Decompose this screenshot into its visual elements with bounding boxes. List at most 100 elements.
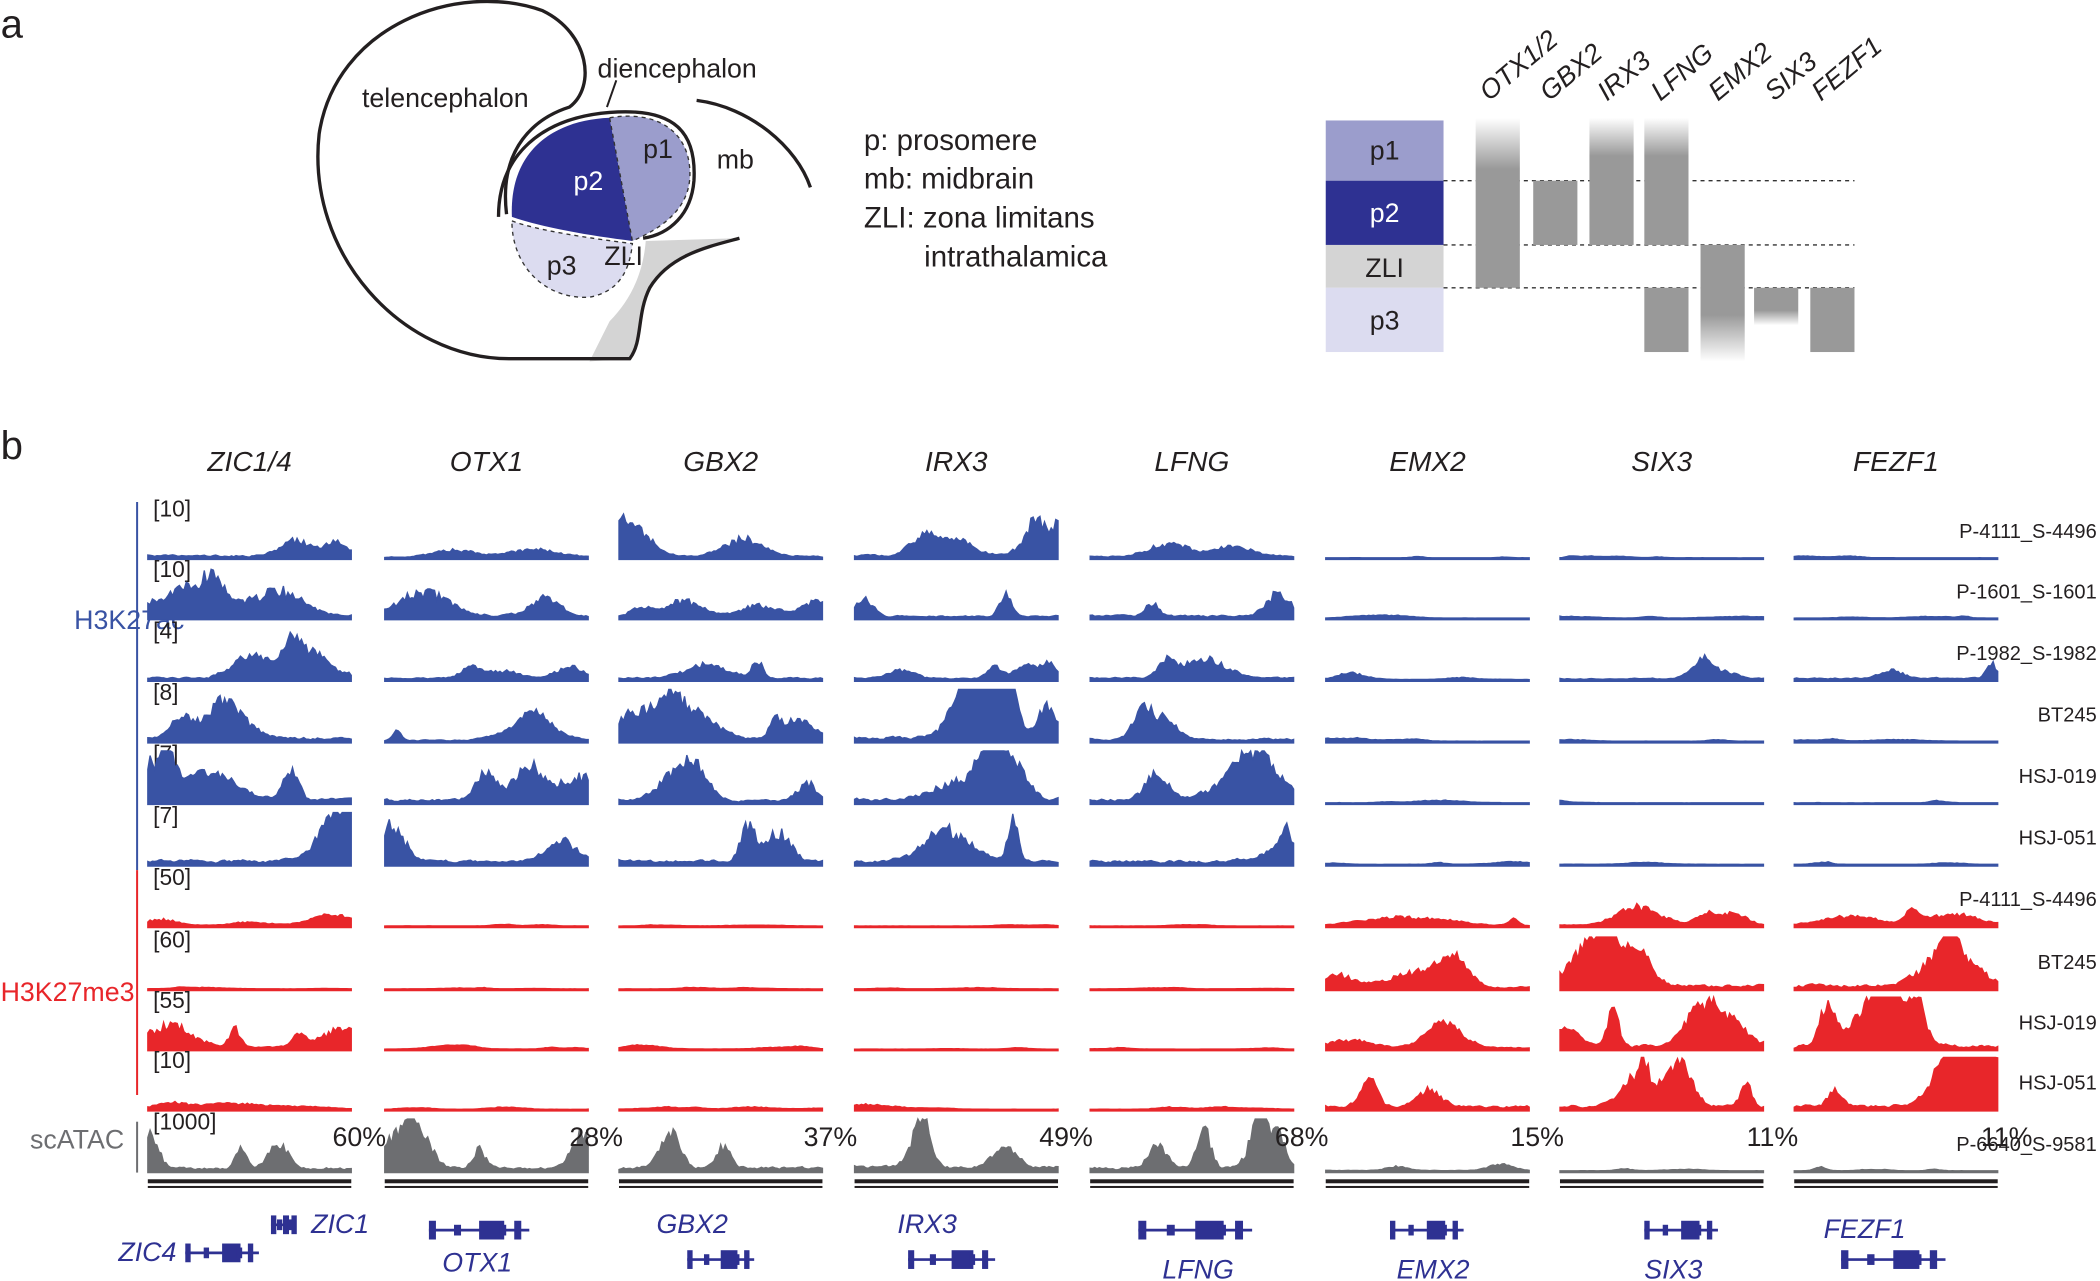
signal-track bbox=[853, 688, 1059, 744]
expression-bar bbox=[1475, 117, 1520, 288]
diagram-label: p1 bbox=[643, 134, 673, 164]
gene-header: OTX1 bbox=[450, 446, 523, 477]
track-scale: [10] bbox=[153, 556, 191, 582]
sample-label: P-1982_S-1982 bbox=[1956, 643, 2097, 665]
signal-track bbox=[618, 1105, 824, 1112]
signal-track bbox=[147, 750, 352, 806]
gene-exon bbox=[1138, 1220, 1147, 1240]
sample-label: P-6640_S-9581 bbox=[1956, 1134, 2097, 1156]
signal-track bbox=[1793, 1165, 1999, 1174]
signal-track bbox=[1089, 986, 1295, 992]
p2-region bbox=[511, 117, 633, 241]
sample-label: HSJ-051 bbox=[2019, 828, 2097, 850]
gene-exon bbox=[185, 1243, 191, 1263]
gene-exon bbox=[428, 1220, 436, 1240]
atac-percent: 68% bbox=[1275, 1122, 1329, 1152]
diagram-label: mb bbox=[717, 145, 754, 175]
track-axis bbox=[854, 1185, 1059, 1188]
sample-label: P-4111_S-4496 bbox=[1959, 521, 2097, 543]
gene-exon bbox=[1426, 1220, 1446, 1240]
legend-text: mb: midbrain bbox=[864, 163, 1034, 196]
gene-header: GBX2 bbox=[683, 446, 758, 477]
gene-exon bbox=[1217, 1224, 1226, 1236]
signal-track bbox=[618, 754, 824, 806]
track-scale: [10] bbox=[153, 1047, 191, 1073]
gene-model-label: ZIC1 bbox=[310, 1209, 369, 1239]
gene-exon bbox=[283, 1215, 290, 1235]
expression-bar bbox=[1810, 287, 1855, 353]
signal-track bbox=[1793, 1056, 1999, 1112]
track-axis bbox=[384, 1179, 589, 1184]
sample-label: HSJ-019 bbox=[2019, 1012, 2097, 1034]
gene-model-label: GBX2 bbox=[656, 1209, 728, 1239]
signal-track bbox=[1559, 936, 1765, 992]
signal-track bbox=[618, 1127, 824, 1174]
gene-header: FEZF1 bbox=[1853, 446, 1939, 477]
expression-bar bbox=[1754, 287, 1799, 326]
signal-track bbox=[1793, 737, 1999, 744]
gene-exon bbox=[1914, 1254, 1922, 1265]
signal-track bbox=[1089, 748, 1295, 806]
gene-exon bbox=[969, 1254, 976, 1265]
signal-track bbox=[1559, 615, 1765, 621]
gene-header: IRX3 bbox=[925, 446, 988, 477]
gene-exon bbox=[929, 1254, 936, 1265]
group-label: scATAC bbox=[30, 1124, 124, 1154]
gene-exon bbox=[247, 1243, 254, 1263]
legend-text: intrathalamica bbox=[924, 240, 1108, 273]
gene-exon bbox=[276, 1219, 283, 1231]
signal-track bbox=[384, 588, 589, 621]
signal-track bbox=[147, 811, 352, 867]
track-scale: [10] bbox=[153, 496, 191, 522]
signal-track bbox=[618, 688, 824, 744]
signal-track bbox=[1325, 1076, 1530, 1112]
signal-track bbox=[1793, 936, 1999, 992]
atac-percent: 37% bbox=[804, 1122, 858, 1152]
track-scale: [7] bbox=[153, 802, 178, 828]
track-scale: [50] bbox=[153, 864, 191, 890]
signal-track bbox=[147, 986, 352, 992]
gene-exon bbox=[687, 1250, 693, 1269]
sample-label: BT245 bbox=[2038, 952, 2097, 974]
signal-track bbox=[853, 589, 1059, 621]
signal-track bbox=[1089, 924, 1295, 929]
gene-exon bbox=[1681, 1220, 1700, 1240]
signal-track bbox=[853, 813, 1059, 867]
signal-track bbox=[618, 1044, 824, 1052]
track-axis bbox=[1325, 1185, 1530, 1188]
gene-exon bbox=[1706, 1220, 1713, 1240]
signal-track bbox=[618, 598, 824, 621]
atac-percent: 60% bbox=[332, 1122, 386, 1152]
zli-region bbox=[589, 238, 737, 362]
signal-track bbox=[1793, 555, 1999, 561]
signal-track bbox=[618, 660, 824, 682]
signal-track bbox=[1325, 799, 1530, 806]
sample-label: P-1601_S-1601 bbox=[1956, 581, 2097, 603]
gene-label: EMX2 bbox=[1703, 36, 1778, 106]
signal-track bbox=[384, 1118, 589, 1174]
diagram-label: diencephalon bbox=[598, 54, 757, 84]
atac-percent: 11% bbox=[1981, 1122, 2033, 1152]
signal-track bbox=[1793, 995, 1999, 1052]
signal-track bbox=[1089, 541, 1295, 561]
gene-exon bbox=[291, 1215, 297, 1235]
gene-exon bbox=[1195, 1220, 1224, 1240]
gene-header: SIX3 bbox=[1631, 446, 1692, 477]
legend-text: ZLI: zona limitans bbox=[864, 202, 1095, 235]
diencephalon-outline bbox=[496, 110, 696, 240]
track-scale: [55] bbox=[153, 987, 191, 1013]
gene-exon bbox=[1929, 1250, 1938, 1269]
gene-exon bbox=[744, 1250, 750, 1269]
sample-label: BT245 bbox=[2038, 704, 2097, 726]
track-scale: [4] bbox=[153, 617, 178, 643]
gene-model-label: IRX3 bbox=[897, 1209, 957, 1239]
expression-bar bbox=[1589, 117, 1634, 245]
signal-track bbox=[1325, 950, 1530, 992]
diagram-label: p3 bbox=[547, 250, 577, 280]
row-box bbox=[1325, 120, 1444, 181]
signal-track bbox=[384, 819, 589, 867]
signal-track bbox=[853, 515, 1059, 561]
atac-percent: 11% bbox=[1747, 1122, 1799, 1152]
track-scale: [1000] bbox=[153, 1109, 216, 1135]
signal-track bbox=[1325, 736, 1530, 744]
